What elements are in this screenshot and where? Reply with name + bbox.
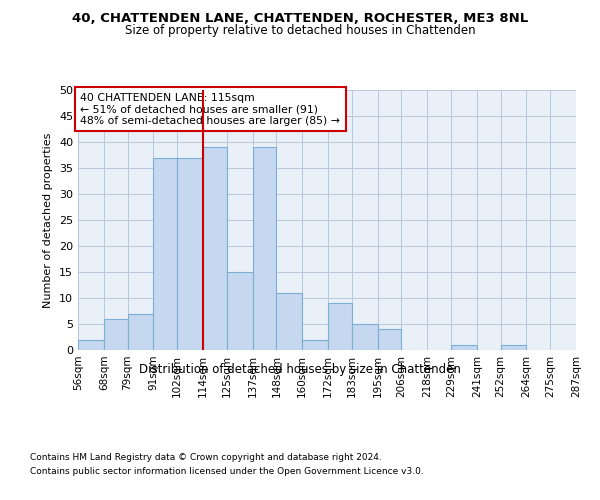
Text: 40, CHATTENDEN LANE, CHATTENDEN, ROCHESTER, ME3 8NL: 40, CHATTENDEN LANE, CHATTENDEN, ROCHEST… <box>72 12 528 26</box>
Text: 40 CHATTENDEN LANE: 115sqm
← 51% of detached houses are smaller (91)
48% of semi: 40 CHATTENDEN LANE: 115sqm ← 51% of deta… <box>80 92 340 126</box>
Bar <box>377 329 401 350</box>
Bar <box>78 340 104 350</box>
Text: Size of property relative to detached houses in Chattenden: Size of property relative to detached ho… <box>125 24 475 37</box>
Bar <box>154 158 177 350</box>
Text: Contains public sector information licensed under the Open Government Licence v3: Contains public sector information licen… <box>30 468 424 476</box>
Text: Distribution of detached houses by size in Chattenden: Distribution of detached houses by size … <box>139 362 461 376</box>
Bar <box>128 314 154 350</box>
Bar <box>203 147 227 350</box>
Bar <box>302 340 328 350</box>
Bar <box>227 272 253 350</box>
Bar <box>328 303 352 350</box>
Bar <box>104 319 128 350</box>
Text: Contains HM Land Registry data © Crown copyright and database right 2024.: Contains HM Land Registry data © Crown c… <box>30 452 382 462</box>
Bar <box>352 324 377 350</box>
Bar <box>500 345 526 350</box>
Bar <box>177 158 203 350</box>
Y-axis label: Number of detached properties: Number of detached properties <box>43 132 53 308</box>
Bar <box>277 293 302 350</box>
Bar <box>253 147 277 350</box>
Bar <box>451 345 477 350</box>
